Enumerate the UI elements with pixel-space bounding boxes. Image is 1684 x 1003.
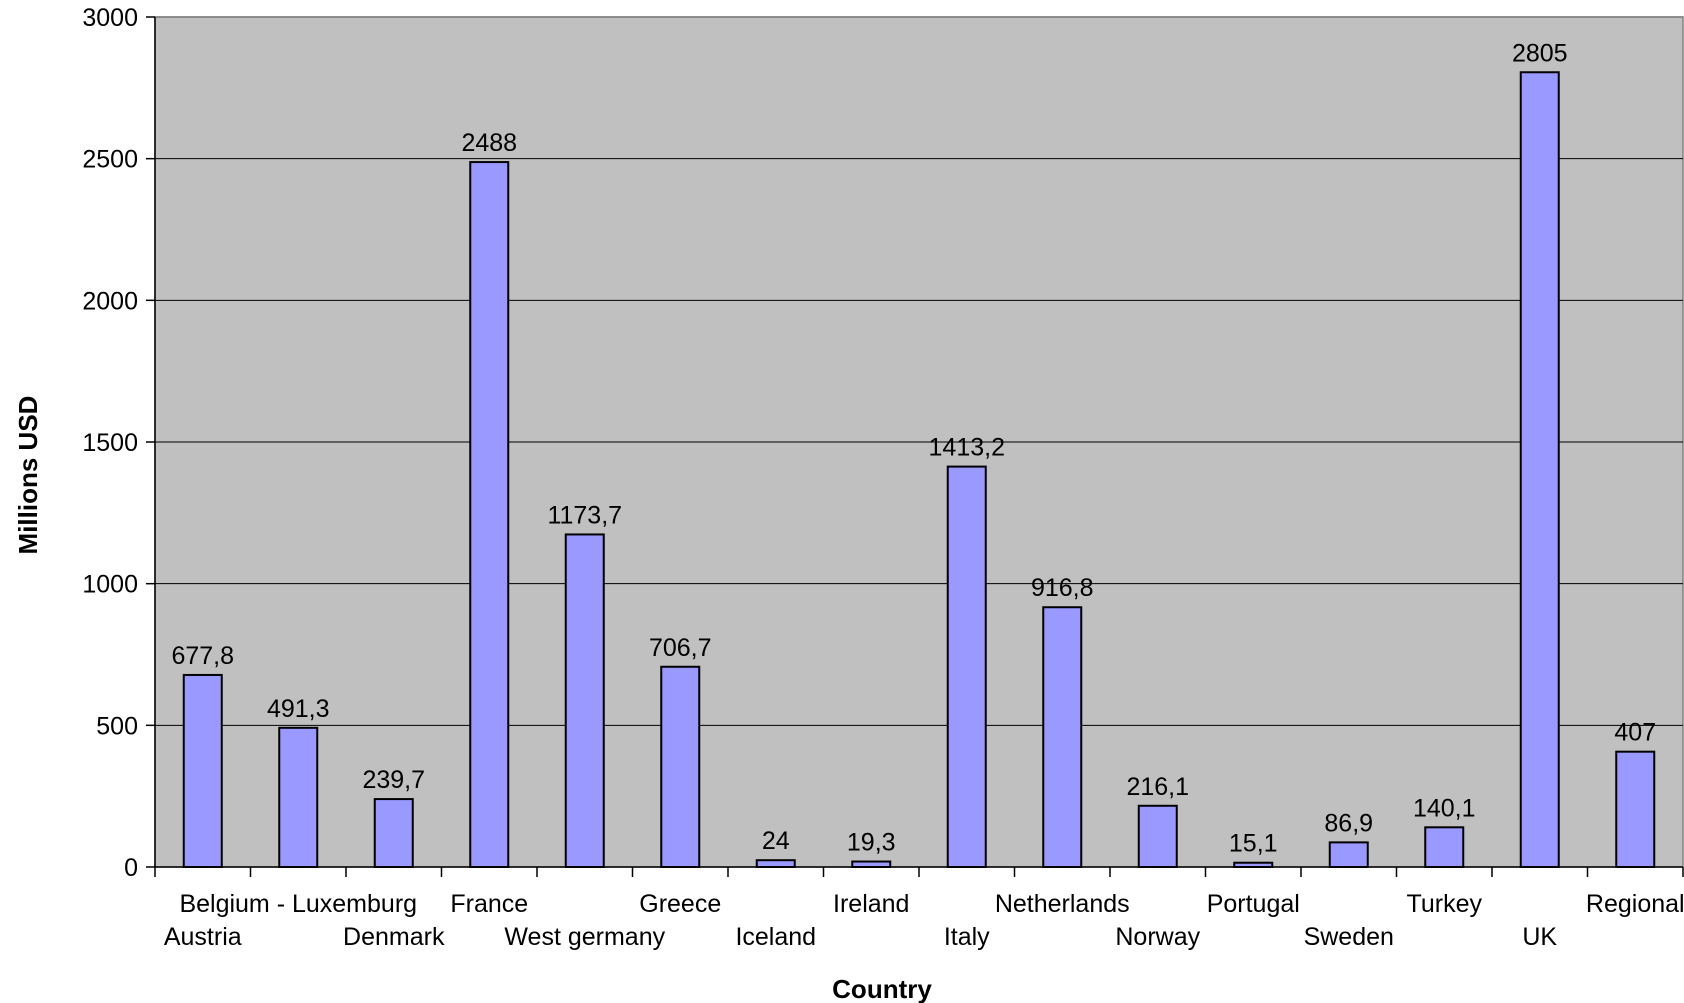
data-label: 15,1 [1229,830,1278,858]
bar [1233,861,1274,869]
bar [1519,71,1560,868]
data-label: 1173,7 [547,501,622,529]
x-tick-label: Iceland [735,923,816,951]
x-tick-label: Belgium - Luxemburg [179,890,417,918]
y-tick-label: 1500 [82,429,138,457]
bar [755,859,796,869]
bar [469,161,510,869]
bar [851,860,892,869]
x-tick-label: Portugal [1207,890,1300,918]
bar [278,726,319,868]
data-label: 706,7 [649,634,712,662]
y-tick-label: 0 [124,854,138,882]
bar [373,798,414,869]
bar [1042,606,1083,868]
data-label: 677,8 [171,642,234,670]
bar [1137,804,1178,868]
bar [660,665,701,868]
gridlines [155,16,1683,726]
x-tick-label: West germany [504,923,665,951]
data-labels: 677,8 491,3 239,7 2488 1173,7 706,7 24 19,3 1413… [171,39,1656,857]
data-label: 19,3 [847,829,896,857]
bar [1615,750,1656,869]
x-tick-label: Netherlands [995,890,1130,918]
bar [182,673,223,868]
data-label: 1413,2 [929,434,1005,462]
x-tick-label: Greece [639,890,721,918]
y-tick-label: 3000 [82,4,138,32]
x-tick-label: Sweden [1304,923,1394,951]
y-tick-label: 1000 [82,571,138,599]
data-label: 216,1 [1126,773,1189,801]
y-tick-label: 2000 [82,287,138,315]
data-label: 916,8 [1031,574,1094,602]
y-tick-label: 500 [96,712,138,740]
bar [564,533,605,868]
y-axis-title: Millions USD [13,396,43,555]
x-tick-label: UK [1522,923,1557,951]
data-label: 239,7 [362,766,425,794]
x-axis-title: Country [832,974,932,1003]
x-tick-label: Austria [164,923,242,951]
bar [946,465,987,868]
x-tick-label: Turkey [1407,890,1483,918]
bar [1328,841,1369,869]
x-tick-label: Italy [944,923,990,951]
data-label: 491,3 [267,695,330,723]
data-label: 2805 [1512,39,1568,67]
data-label: 24 [762,827,790,855]
data-label: 2488 [461,129,517,157]
x-tick-label: Denmark [343,923,445,951]
y-tick-label: 2500 [82,146,138,174]
x-tick-label: Regional [1586,890,1684,918]
data-label: 86,9 [1324,809,1373,837]
data-label: 407 [1614,719,1656,747]
data-label: 140,1 [1413,794,1476,822]
bar-series [182,71,1656,869]
bar [1424,826,1465,868]
x-tick-label: France [450,890,528,918]
x-tick-label: Ireland [833,890,909,918]
y-axis: 0 500 1000 1500 2000 2500 3000 [82,4,156,882]
x-tick-label: Norway [1115,923,1200,951]
